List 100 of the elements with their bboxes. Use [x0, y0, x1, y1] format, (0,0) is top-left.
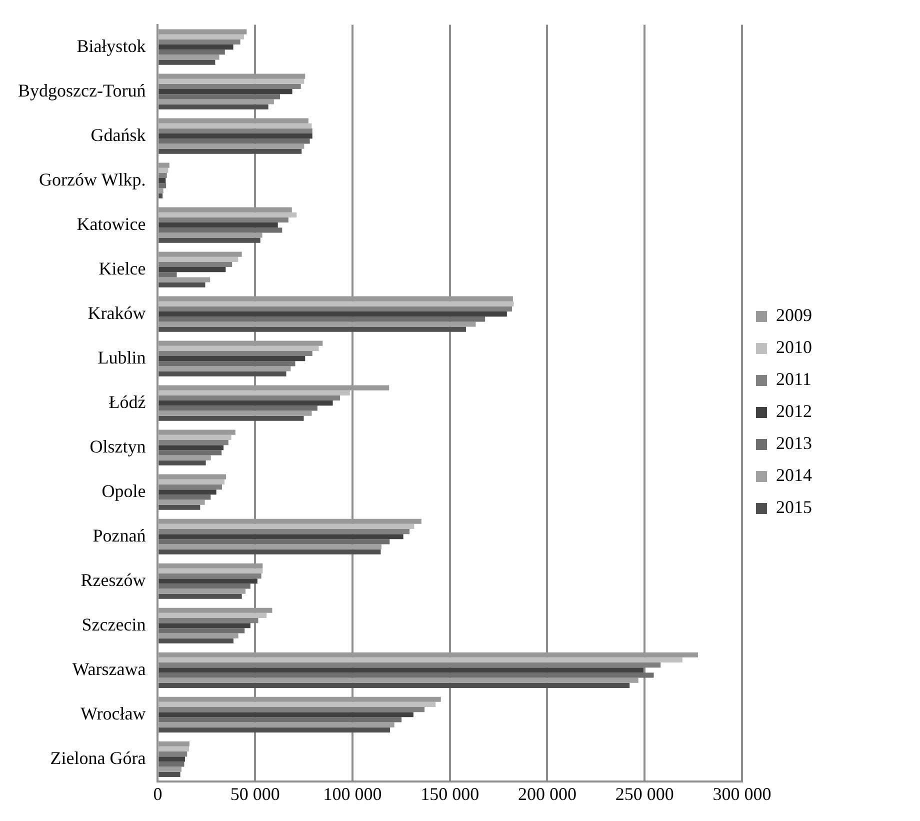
bar: [158, 460, 206, 466]
bar: [158, 78, 304, 84]
bar: [158, 762, 184, 767]
bar: [158, 385, 390, 390]
bar: [158, 766, 182, 772]
bar: [158, 584, 250, 589]
bar: [158, 34, 244, 40]
bar: [158, 490, 216, 495]
bar: [158, 544, 382, 550]
bar: [158, 474, 226, 480]
y-tick-label: Wrocław: [80, 703, 146, 724]
bar: [158, 628, 245, 634]
bar: [158, 74, 306, 79]
bar: [158, 678, 638, 683]
bar: [158, 741, 190, 746]
bar: [158, 524, 414, 529]
bar: [158, 168, 168, 173]
bar: [158, 406, 318, 411]
bar: [158, 60, 216, 65]
bar: [158, 494, 211, 500]
bar: [158, 282, 206, 288]
bar: [158, 717, 402, 722]
bar: [158, 652, 698, 658]
bar: [158, 696, 441, 702]
bar: [158, 188, 164, 194]
bar: [158, 44, 234, 50]
bar: [158, 608, 272, 613]
bar: [158, 727, 390, 732]
bar: [158, 534, 404, 540]
bar: [158, 588, 246, 594]
bar: [158, 178, 166, 184]
legend-label: 2015: [776, 497, 812, 518]
bar: [158, 356, 306, 362]
x-tick-label: 0: [153, 784, 162, 804]
bar: [158, 563, 263, 568]
bar: [158, 144, 304, 149]
bar: [158, 539, 390, 544]
bar: [158, 346, 319, 351]
bar: [158, 256, 238, 262]
bar: [158, 296, 513, 302]
y-tick-label: Gorzów Wlkp.: [39, 169, 146, 190]
y-tick-label: Gdańsk: [90, 124, 146, 145]
bar: [158, 54, 220, 60]
y-tick-label: Opole: [102, 480, 146, 501]
bar: [158, 756, 185, 762]
legend-label: 2014: [776, 465, 812, 486]
bar: [158, 702, 436, 708]
legend-label: 2013: [776, 433, 812, 454]
bar: [158, 99, 274, 104]
bar: [158, 722, 394, 728]
legend-label: 2009: [776, 305, 812, 326]
bar: [158, 594, 242, 599]
bar: [158, 123, 312, 128]
bar: [158, 504, 200, 510]
bar: [158, 638, 234, 644]
bar: [158, 212, 297, 218]
bar: [158, 455, 211, 460]
y-tick-label: Katowice: [76, 214, 146, 234]
bar: [158, 450, 222, 456]
y-tick-label: Kielce: [98, 258, 146, 278]
bar: [158, 371, 286, 376]
bar: [158, 222, 278, 228]
bar: [158, 193, 163, 198]
bar: [158, 326, 466, 332]
bar: [158, 118, 308, 124]
bar: [158, 50, 225, 55]
bar: [158, 518, 422, 524]
bar: [158, 672, 654, 678]
bar: [158, 29, 247, 34]
y-tick-label: Łódź: [108, 392, 146, 412]
bar: [158, 682, 630, 688]
x-tick-label: 300 000: [712, 784, 772, 804]
bar: [158, 252, 242, 257]
bar: [158, 746, 190, 752]
y-tick-label: Warszawa: [72, 658, 146, 679]
bar: [158, 148, 302, 154]
bar: [158, 94, 280, 100]
y-tick-label: Kraków: [88, 302, 146, 323]
bar: [158, 322, 476, 327]
bar: [158, 183, 166, 188]
y-tick-label: Rzeszów: [80, 570, 146, 590]
legend-label: 2011: [776, 369, 812, 390]
y-tick-label: Lublin: [98, 347, 146, 368]
bar: [158, 568, 263, 574]
bar: [158, 232, 262, 238]
bar: [158, 623, 250, 628]
bar: [158, 340, 323, 346]
bar: [158, 430, 236, 435]
x-tick-label: 250 000: [615, 784, 674, 804]
bar: [158, 578, 258, 584]
bar: [158, 479, 225, 484]
bar: [158, 277, 210, 282]
bar: [158, 267, 226, 272]
bar: [158, 207, 292, 212]
bar: [158, 633, 238, 638]
bar: [158, 272, 177, 278]
bar: [158, 712, 414, 718]
y-tick-label: Bydgoszcz-Toruń: [18, 80, 146, 100]
y-tick-label: Olsztyn: [90, 436, 146, 456]
bar: [158, 549, 381, 554]
